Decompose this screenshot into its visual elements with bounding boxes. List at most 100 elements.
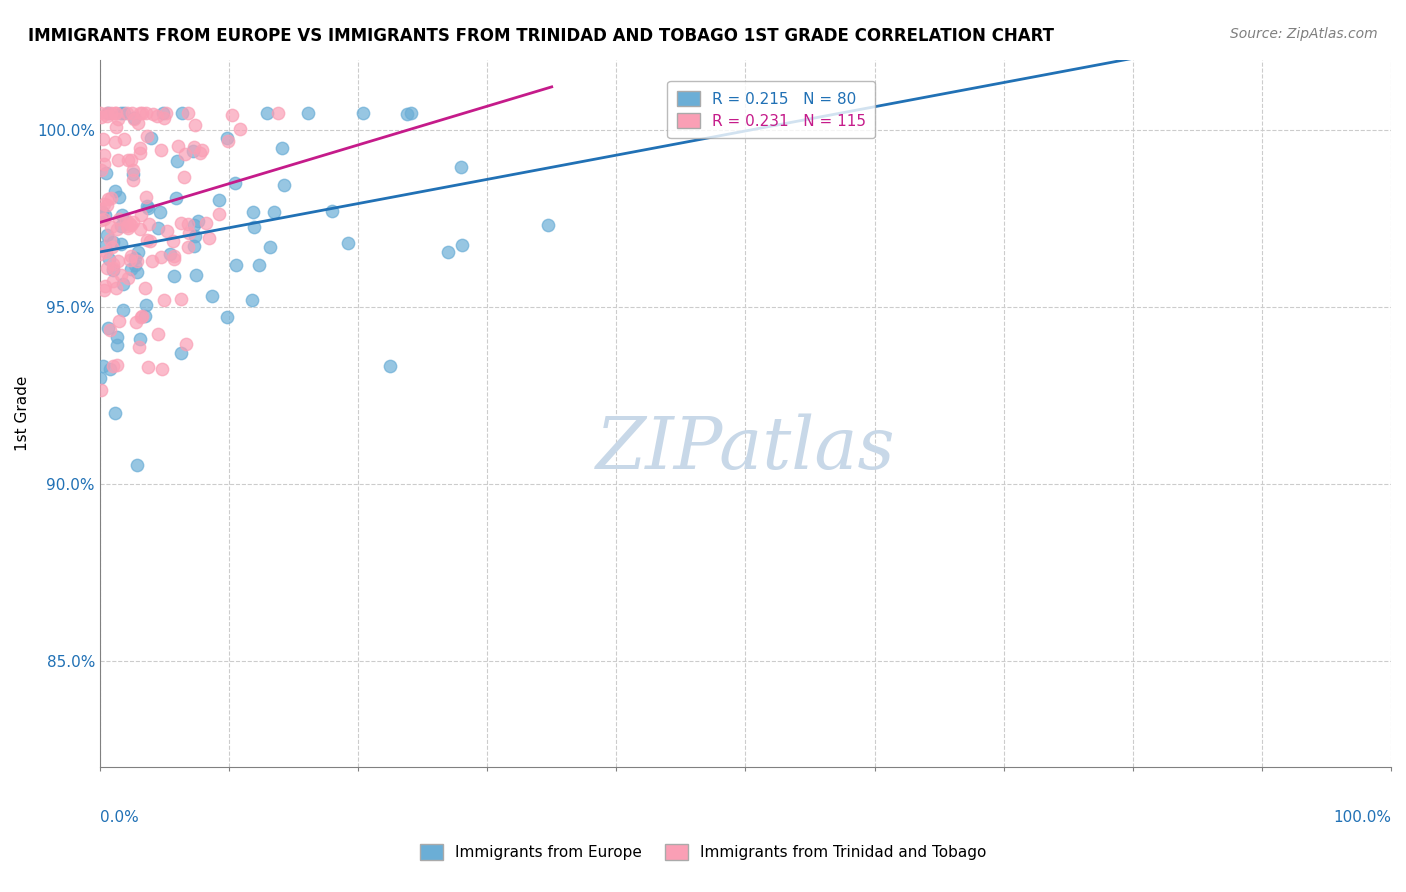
Point — [122, 111, 145, 125]
Point — [153, 293, 176, 308]
Point — [142, 107, 165, 121]
Point — [167, 138, 190, 153]
Point — [129, 310, 152, 325]
Point — [148, 327, 170, 342]
Point — [128, 340, 150, 354]
Point — [93, 283, 115, 297]
Point — [136, 360, 159, 375]
Point — [229, 122, 252, 136]
Point — [89, 202, 111, 216]
Point — [120, 218, 142, 232]
Point — [115, 213, 138, 227]
Point — [100, 191, 122, 205]
Point — [536, 219, 558, 233]
Point — [121, 105, 143, 120]
Point — [153, 112, 176, 126]
Point — [177, 217, 200, 231]
Point — [139, 234, 162, 248]
Point — [129, 105, 152, 120]
Point — [162, 234, 184, 248]
Point — [155, 105, 177, 120]
Point — [134, 309, 156, 323]
Point — [399, 105, 422, 120]
Point — [110, 237, 132, 252]
Point — [127, 245, 149, 260]
Point — [129, 222, 152, 236]
Point — [183, 139, 205, 153]
Point — [166, 154, 188, 169]
Point — [174, 147, 197, 161]
Point — [183, 218, 205, 232]
Point — [103, 235, 125, 249]
Point — [191, 143, 214, 157]
Point — [127, 116, 149, 130]
Point — [103, 257, 125, 271]
Point — [150, 143, 173, 157]
Point — [91, 205, 114, 219]
Point — [215, 310, 238, 324]
Point — [136, 199, 159, 213]
Point — [96, 227, 118, 242]
Point — [94, 166, 117, 180]
Point — [93, 359, 115, 373]
Point — [115, 219, 138, 233]
Point — [104, 184, 127, 198]
Point — [90, 213, 112, 227]
Point — [105, 105, 128, 120]
Point — [247, 258, 270, 272]
Point — [243, 220, 266, 235]
Point — [125, 253, 148, 268]
Point — [256, 105, 278, 120]
Point — [450, 238, 472, 252]
Point — [110, 105, 132, 120]
Point — [93, 148, 115, 162]
Point — [150, 251, 173, 265]
Point — [104, 406, 127, 420]
Point — [336, 235, 359, 250]
Point — [135, 233, 157, 247]
Point — [117, 153, 139, 167]
Point — [437, 245, 460, 260]
Point — [105, 358, 128, 372]
Point — [120, 153, 142, 168]
Point — [100, 362, 122, 376]
Point — [124, 251, 146, 265]
Point — [101, 260, 124, 275]
Point — [112, 132, 135, 146]
Point — [101, 274, 124, 288]
Point — [93, 208, 115, 222]
Point — [105, 222, 128, 236]
Point — [156, 224, 179, 238]
Point — [169, 346, 191, 360]
Point — [139, 130, 162, 145]
Point — [93, 212, 115, 227]
Point — [118, 216, 141, 230]
Point — [107, 254, 129, 268]
Point — [117, 221, 139, 235]
Point — [104, 106, 127, 120]
Point — [91, 132, 114, 146]
Point — [111, 208, 134, 222]
Point — [221, 108, 243, 122]
Point — [89, 105, 111, 120]
Point — [163, 252, 186, 267]
Point — [120, 262, 142, 277]
Point — [138, 217, 160, 231]
Point — [108, 190, 131, 204]
Point — [395, 107, 418, 121]
Point — [135, 298, 157, 312]
Point — [208, 194, 231, 208]
Point — [165, 191, 187, 205]
Point — [107, 153, 129, 167]
Point — [103, 359, 125, 373]
Point — [93, 239, 115, 253]
Point — [263, 204, 285, 219]
Point — [122, 163, 145, 178]
Point — [128, 141, 150, 155]
Point — [120, 250, 142, 264]
Point — [183, 239, 205, 253]
Point — [152, 105, 174, 120]
Point — [159, 246, 181, 260]
Point — [201, 289, 224, 303]
Point — [240, 293, 263, 308]
